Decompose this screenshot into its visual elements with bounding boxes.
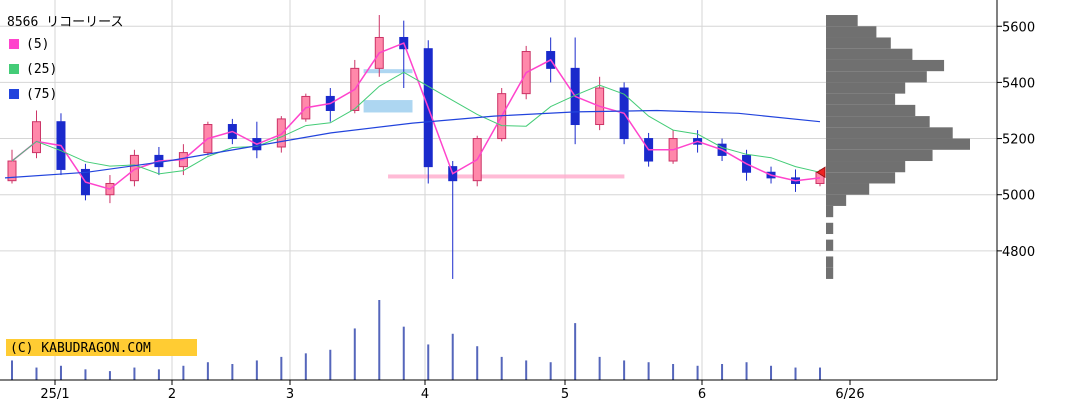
volume-bar-33 — [819, 367, 821, 380]
y-tick-label-3: 5000 — [1002, 189, 1035, 204]
profile-bar-7 — [826, 93, 896, 105]
volume-bar-21 — [525, 360, 528, 380]
volume-bar-11 — [280, 356, 283, 380]
x-tick-label-0: 25/1 — [40, 387, 69, 402]
volume-bar-13 — [329, 349, 332, 380]
candle-body-0 — [7, 160, 17, 182]
profile-bar-14 — [826, 172, 896, 184]
volume-bar-19 — [476, 346, 479, 380]
x-tick-label-2: 3 — [286, 387, 294, 402]
volume-bars — [11, 300, 821, 380]
legend-swatch-1 — [9, 64, 19, 74]
volume-bar-10 — [255, 360, 258, 380]
profile-bar-2 — [826, 37, 891, 49]
zone-1 — [363, 100, 413, 113]
volume-bar-16 — [402, 326, 405, 380]
y-tick-label-4: 4800 — [1002, 245, 1035, 260]
y-tick-label-0: 5600 — [1002, 20, 1035, 35]
profile-bar-0 — [826, 15, 858, 27]
profile-bar-16 — [826, 194, 847, 206]
profile-bar-4 — [826, 59, 945, 72]
profile-bar-17 — [826, 205, 834, 218]
volume-bar-31 — [770, 365, 773, 380]
candle-body-11 — [276, 118, 286, 148]
x-tick-label-4: 5 — [561, 387, 569, 402]
volume-bar-26 — [647, 362, 650, 380]
volume-bar-6 — [157, 369, 160, 380]
profile-bar-11 — [826, 138, 970, 150]
profile-bar-15 — [826, 183, 870, 195]
profile-bar-12 — [826, 149, 933, 162]
y-tick-label-2: 5200 — [1002, 133, 1035, 148]
profile-bar-18 — [826, 222, 834, 235]
y-tick-label-1: 5400 — [1002, 76, 1035, 91]
moving-averages — [4, 42, 821, 190]
x-tick-label-3: 4 — [421, 387, 429, 402]
candle-body-1 — [31, 121, 41, 154]
volume-bar-22 — [549, 362, 552, 380]
volume-bar-7 — [182, 365, 185, 380]
support-resistance-zones — [363, 69, 625, 179]
volume-bar-4 — [108, 371, 111, 380]
current-price-marker — [816, 166, 826, 179]
watermark-text: (C) KABUDRAGON.COM — [10, 341, 151, 356]
axes: 5600 5400 5200 5000 4800 25/1 2 3 4 5 6 6/26 — [0, 0, 1035, 402]
volume-bar-15 — [378, 300, 381, 380]
volume-bar-17 — [427, 344, 430, 380]
legend-label-1: (25) — [26, 62, 57, 77]
legend-label-2: (75) — [26, 87, 57, 102]
profile-bar-8 — [826, 104, 916, 117]
profile-bar-13 — [826, 161, 906, 173]
profile-bar-5 — [826, 71, 927, 83]
volume-bar-1 — [35, 367, 38, 380]
volume-bar-25 — [623, 360, 626, 380]
volume-bar-18 — [451, 333, 454, 380]
profile-bar-19 — [826, 239, 834, 251]
profile-bar-10 — [826, 127, 953, 139]
volume-bar-0 — [11, 360, 13, 380]
profile-bar-3 — [826, 48, 913, 60]
x-tick-label-6: 6/26 — [835, 387, 864, 402]
x-tick-label-1: 2 — [168, 387, 176, 402]
watermark: (C) KABUDRAGON.COM — [6, 339, 197, 356]
ma75-line — [4, 109, 821, 179]
legend-swatch-0 — [9, 39, 19, 49]
ma25-line — [11, 71, 821, 175]
profile-bar-20 — [826, 256, 834, 268]
volume-bar-14 — [353, 328, 356, 380]
ma5-line — [11, 42, 821, 190]
watermark-bg — [6, 339, 197, 356]
x-tick-label-5: 6 — [698, 387, 706, 402]
profile-bar-21 — [826, 267, 834, 279]
legend-label-0: (5) — [26, 37, 49, 52]
profile-bar-9 — [826, 116, 930, 128]
volume-bar-27 — [672, 364, 675, 380]
volume-bar-24 — [598, 356, 601, 380]
profile-bar-6 — [826, 82, 906, 94]
volume-bar-30 — [745, 362, 748, 380]
volume-bar-28 — [696, 365, 699, 380]
legend-swatch-2 — [9, 89, 19, 99]
volume-bar-20 — [500, 356, 503, 380]
legend: 8566 リコーリース (5) (25) (75) — [7, 15, 123, 102]
volume-bar-3 — [84, 369, 87, 380]
zone-2 — [388, 174, 625, 179]
volume-bar-5 — [133, 367, 136, 380]
volume-profile — [826, 15, 970, 279]
chart-title: 8566 リコーリース — [7, 15, 123, 30]
profile-bar-1 — [826, 26, 877, 38]
volume-bar-23 — [574, 323, 577, 380]
volume-bar-9 — [231, 364, 234, 380]
volume-bar-29 — [721, 364, 724, 380]
volume-bar-8 — [206, 362, 209, 380]
volume-bar-32 — [794, 367, 797, 380]
volume-bar-2 — [59, 365, 62, 380]
zone-0 — [363, 69, 413, 74]
volume-bar-12 — [304, 353, 307, 380]
